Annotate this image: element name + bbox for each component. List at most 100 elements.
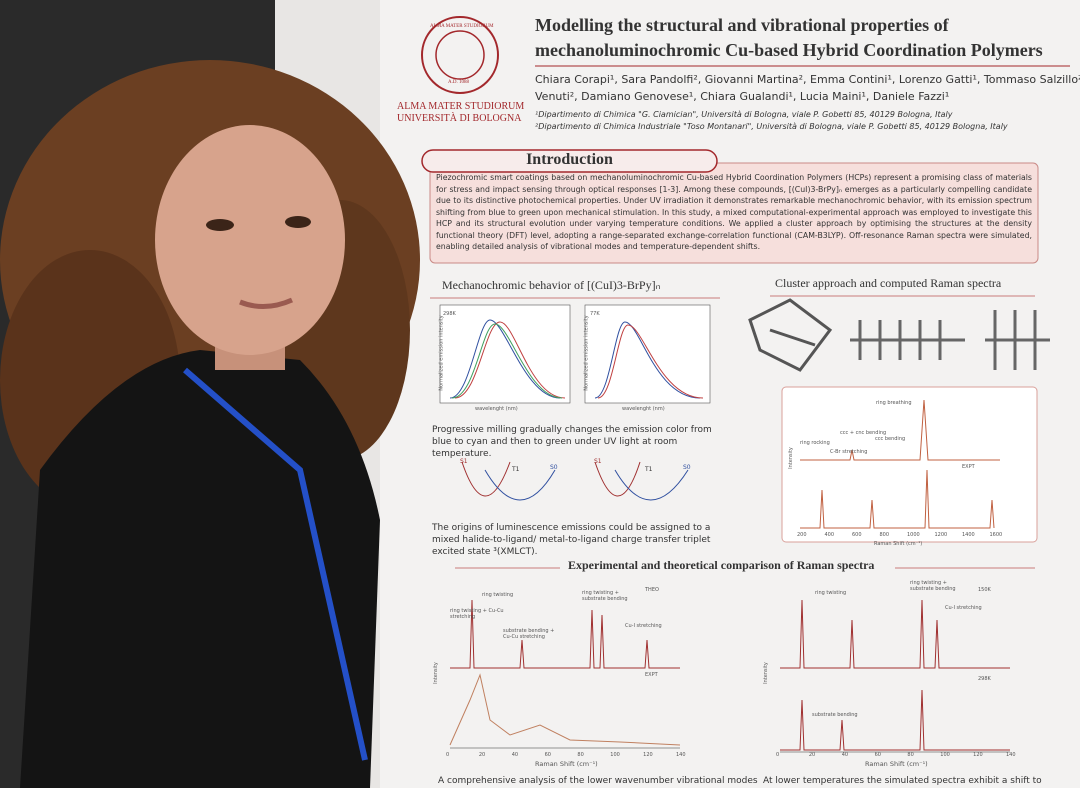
axis-label: Normalized emission intensity <box>583 315 590 391</box>
molecule <box>985 310 1050 370</box>
peak-label: ccc + cnc bending <box>840 430 887 436</box>
peak-label: THEO <box>645 587 659 593</box>
state-label: S0 <box>683 464 691 471</box>
seal-text: ALMA MATER STUDIORUM <box>430 24 494 29</box>
peak-label: ring twisting + substrate bending <box>582 590 628 602</box>
axis-label: Intensity <box>762 662 769 684</box>
university: ALMA MATER STUDIORUM <box>397 101 525 112</box>
spectrum <box>449 673 681 746</box>
spectrum <box>450 599 680 669</box>
x-tick-label: 1000 <box>907 532 920 538</box>
curve <box>454 321 566 399</box>
x-tick-label: 40 <box>841 752 849 758</box>
curve <box>449 319 561 399</box>
diagram <box>614 469 689 501</box>
x-tick-label: 120 <box>973 752 983 758</box>
peak-label: ring twisting <box>815 590 847 596</box>
peak-label: ring twisting <box>482 592 514 598</box>
affiliation: ²Dipartimento di Chimica Industriale "To… <box>535 122 1008 131</box>
section-heading: Experimental and theoretical comparison … <box>568 558 875 572</box>
spectrum <box>780 689 1010 751</box>
seal-text: A.D. 1088 <box>448 80 469 85</box>
plot-frame <box>439 304 571 404</box>
intro-body: Piezochromic smart coatings based on mec… <box>436 173 1032 251</box>
spectrum <box>800 469 995 529</box>
x-tick-label: 100 <box>940 752 950 758</box>
spectrum <box>780 599 1010 669</box>
intro-box <box>429 162 1039 264</box>
x-tick-label: 100 <box>610 752 620 758</box>
curve <box>594 321 701 399</box>
peak-label: EXPT <box>645 672 658 678</box>
caption: Progressive milling gradually changes th… <box>432 425 712 459</box>
state-label: S1 <box>460 458 468 465</box>
x-tick-label: 1400 <box>962 532 975 538</box>
university: UNIVERSITÀ DI BOLOGNA <box>397 113 522 124</box>
eye <box>206 219 234 231</box>
plot-label: 77K <box>590 311 600 317</box>
lips <box>239 297 294 309</box>
authors: Venuti², Damiano Genovese¹, Chiara Guala… <box>535 90 950 103</box>
spectrum <box>800 399 1000 461</box>
axis-label: Raman Shift (cm⁻¹) <box>874 541 923 547</box>
x-tick-label: 200 <box>797 532 807 538</box>
x-tick-label: 60 <box>544 752 551 758</box>
x-tick-label: 140 <box>676 752 686 758</box>
seal <box>421 16 499 94</box>
state-label: T1 <box>645 466 653 473</box>
plot-frame <box>781 386 1038 543</box>
footer-text: A comprehensive analysis of the lower wa… <box>438 776 758 786</box>
peak-label: ring rocking <box>800 440 830 446</box>
x-tick-label: 0 <box>776 752 780 758</box>
title: mechanoluminochromic Cu-based Hybrid Coo… <box>535 40 1043 60</box>
eye <box>285 216 311 228</box>
curve <box>597 324 704 399</box>
x-tick-label: 60 <box>874 752 881 758</box>
axis-label: Normalized emission intensity <box>438 315 445 391</box>
axis-label: wavelenght (nm) <box>475 406 518 412</box>
curve <box>451 323 563 399</box>
diagram <box>484 469 556 501</box>
section-heading: Cluster approach and computed Raman spec… <box>775 276 1002 290</box>
caption: The origins of luminescence emissions co… <box>432 523 711 557</box>
peak-label: substrate bending <box>812 712 858 718</box>
molecule <box>748 298 833 372</box>
face <box>155 125 345 355</box>
peak-label: ring breathing <box>876 400 912 406</box>
peak-label: ccc bending <box>875 436 906 442</box>
x-tick-label: 40 <box>511 752 519 758</box>
state-label: S1 <box>594 458 602 465</box>
axis-label: Intensity <box>787 447 794 469</box>
peak-label: ring twisting + substrate bending <box>910 580 956 592</box>
footer-text: At lower temperatures the simulated spec… <box>763 776 1042 786</box>
x-tick-label: 120 <box>643 752 653 758</box>
x-tick-label: 800 <box>879 532 890 538</box>
diagram <box>594 461 641 497</box>
state-label: T1 <box>512 466 520 473</box>
diagram <box>461 461 511 497</box>
lanyard <box>183 367 368 761</box>
plot-label: 298K <box>443 311 456 317</box>
peak-label: C-Br stretching <box>830 449 868 455</box>
x-tick-label: 600 <box>852 532 862 538</box>
authors: Chiara Corapi¹, Sara Pandolfi², Giovanni… <box>535 73 1080 86</box>
x-tick-label: 1600 <box>989 532 1003 538</box>
peak-label: Cu-I stretching <box>625 623 662 629</box>
state-label: S0 <box>550 464 558 471</box>
peak-label: ring twisting + Cu-Cu stretching <box>450 608 504 620</box>
plot-label: EXPT <box>962 464 975 470</box>
axis-label: wavelenght (nm) <box>622 406 665 412</box>
peak-label: Cu-I stretching <box>945 605 982 611</box>
axis-label: Raman Shift (cm⁻¹) <box>865 760 928 768</box>
x-tick-label: 80 <box>907 752 914 758</box>
axis-label: Raman Shift (cm⁻¹) <box>535 760 598 768</box>
intro-heading-box <box>421 149 718 173</box>
x-tick-label: 400 <box>824 532 835 538</box>
x-tick-label: 20 <box>478 752 486 758</box>
x-tick-label: 140 <box>1006 752 1016 758</box>
seal <box>435 30 485 80</box>
axis-label: Intensity <box>432 662 439 684</box>
molecule <box>850 320 965 360</box>
